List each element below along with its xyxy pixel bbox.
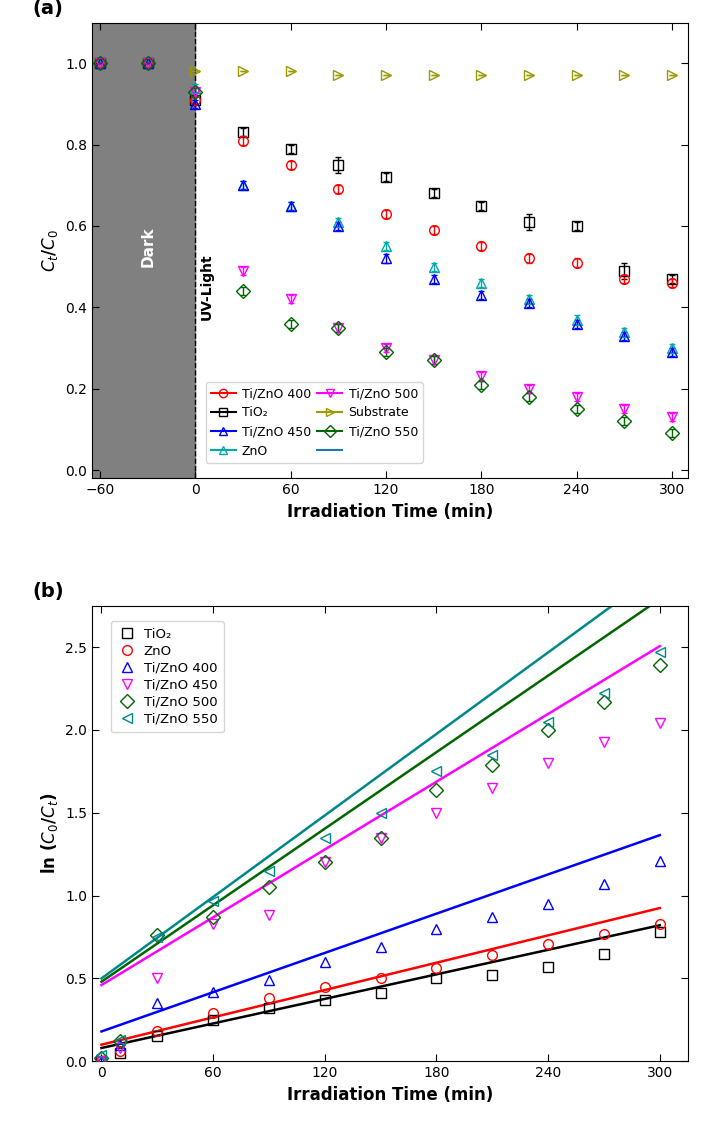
Ti/ZnO 500 bbox=[488, 758, 496, 771]
Ti/ZnO 550 bbox=[600, 686, 608, 700]
Ti/ZnO 500 bbox=[264, 881, 273, 894]
Ti/ZnO 550 bbox=[656, 646, 664, 659]
Y-axis label: $C_t$/$C_0$: $C_t$/$C_0$ bbox=[40, 229, 60, 272]
TiO₂ bbox=[544, 960, 552, 973]
Line: Ti/ZnO 550: Ti/ZnO 550 bbox=[96, 647, 664, 1059]
TiO₂ bbox=[209, 1013, 218, 1026]
TiO₂ bbox=[320, 994, 329, 1007]
ZnO bbox=[656, 917, 664, 930]
Ti/ZnO 500 bbox=[97, 1051, 106, 1065]
Ti/ZnO 550 bbox=[97, 1048, 106, 1061]
Ti/ZnO 400 bbox=[116, 1038, 124, 1051]
Bar bbox=[92, 23, 196, 479]
Ti/ZnO 450 bbox=[97, 1054, 106, 1068]
Ti/ZnO 450 bbox=[656, 717, 664, 730]
Ti/ZnO 500 bbox=[656, 658, 664, 672]
TiO₂ bbox=[656, 926, 664, 939]
Ti/ZnO 450 bbox=[320, 856, 329, 869]
ZnO bbox=[320, 980, 329, 994]
Ti/ZnO 450 bbox=[209, 917, 218, 930]
Text: UV-Light: UV-Light bbox=[200, 254, 214, 321]
Text: Dark: Dark bbox=[140, 226, 155, 266]
Ti/ZnO 450 bbox=[153, 972, 162, 986]
Ti/ZnO 450 bbox=[544, 756, 552, 770]
ZnO bbox=[209, 1006, 218, 1019]
Ti/ZnO 400 bbox=[376, 940, 385, 954]
TiO₂ bbox=[432, 972, 441, 986]
X-axis label: Irradiation Time (min): Irradiation Time (min) bbox=[287, 1086, 493, 1104]
Ti/ZnO 500 bbox=[116, 1034, 124, 1048]
Ti/ZnO 500 bbox=[600, 695, 608, 709]
Ti/ZnO 400 bbox=[544, 898, 552, 911]
ZnO bbox=[116, 1044, 124, 1058]
Ti/ZnO 450 bbox=[600, 735, 608, 749]
Ti/ZnO 550 bbox=[209, 894, 218, 908]
Line: TiO₂: TiO₂ bbox=[96, 927, 664, 1066]
TiO₂ bbox=[488, 969, 496, 982]
Ti/ZnO 450 bbox=[376, 831, 385, 844]
X-axis label: Irradiation Time (min): Irradiation Time (min) bbox=[287, 502, 493, 520]
ZnO bbox=[376, 972, 385, 986]
Ti/ZnO 400 bbox=[488, 910, 496, 924]
Ti/ZnO 500 bbox=[544, 724, 552, 737]
Ti/ZnO 500 bbox=[320, 856, 329, 869]
Line: Ti/ZnO 400: Ti/ZnO 400 bbox=[96, 856, 664, 1066]
Ti/ZnO 500 bbox=[432, 782, 441, 796]
Ti/ZnO 550 bbox=[488, 749, 496, 762]
Ti/ZnO 400 bbox=[264, 973, 273, 987]
ZnO bbox=[432, 962, 441, 975]
Ti/ZnO 500 bbox=[376, 831, 385, 844]
Ti/ZnO 400 bbox=[153, 997, 162, 1010]
Text: (a): (a) bbox=[33, 0, 64, 18]
Ti/ZnO 400 bbox=[600, 877, 608, 891]
Ti/ZnO 550 bbox=[153, 930, 162, 944]
Ti/ZnO 500 bbox=[209, 910, 218, 924]
Ti/ZnO 400 bbox=[97, 1054, 106, 1068]
Line: Ti/ZnO 450: Ti/ZnO 450 bbox=[96, 718, 664, 1066]
Ti/ZnO 550 bbox=[264, 864, 273, 877]
TiO₂ bbox=[153, 1030, 162, 1043]
Ti/ZnO 400 bbox=[209, 984, 218, 998]
Ti/ZnO 450 bbox=[432, 806, 441, 820]
Ti/ZnO 400 bbox=[432, 922, 441, 936]
Ti/ZnO 550 bbox=[544, 715, 552, 728]
Line: ZnO: ZnO bbox=[96, 919, 664, 1066]
Ti/ZnO 550 bbox=[432, 764, 441, 778]
ZnO bbox=[97, 1054, 106, 1068]
Ti/ZnO 550 bbox=[376, 806, 385, 820]
Ti/ZnO 450 bbox=[488, 781, 496, 795]
ZnO bbox=[264, 991, 273, 1005]
TiO₂ bbox=[264, 1001, 273, 1015]
TiO₂ bbox=[116, 1047, 124, 1060]
Ti/ZnO 550 bbox=[320, 831, 329, 844]
TiO₂ bbox=[600, 947, 608, 961]
Ti/ZnO 400 bbox=[656, 854, 664, 867]
Ti/ZnO 550 bbox=[116, 1033, 124, 1047]
Legend: Ti/ZnO 400, TiO₂, Ti/ZnO 450, ZnO, Ti/ZnO 500, Substrate, Ti/ZnO 550, : Ti/ZnO 400, TiO₂, Ti/ZnO 450, ZnO, Ti/Zn… bbox=[206, 382, 423, 463]
Ti/ZnO 500 bbox=[153, 928, 162, 942]
Line: Ti/ZnO 500: Ti/ZnO 500 bbox=[96, 660, 664, 1062]
Y-axis label: ln ($C_0$/$C_t$): ln ($C_0$/$C_t$) bbox=[39, 793, 60, 874]
ZnO bbox=[600, 927, 608, 940]
Ti/ZnO 450 bbox=[264, 909, 273, 922]
TiO₂ bbox=[97, 1054, 106, 1068]
Legend: TiO₂, ZnO, Ti/ZnO 400, Ti/ZnO 450, Ti/ZnO 500, Ti/ZnO 550: TiO₂, ZnO, Ti/ZnO 400, Ti/ZnO 450, Ti/Zn… bbox=[111, 621, 224, 733]
Text: (b): (b) bbox=[33, 583, 65, 601]
ZnO bbox=[544, 937, 552, 951]
ZnO bbox=[153, 1025, 162, 1039]
Ti/ZnO 400 bbox=[320, 955, 329, 969]
Ti/ZnO 450 bbox=[116, 1041, 124, 1054]
TiO₂ bbox=[376, 987, 385, 1000]
ZnO bbox=[488, 948, 496, 962]
